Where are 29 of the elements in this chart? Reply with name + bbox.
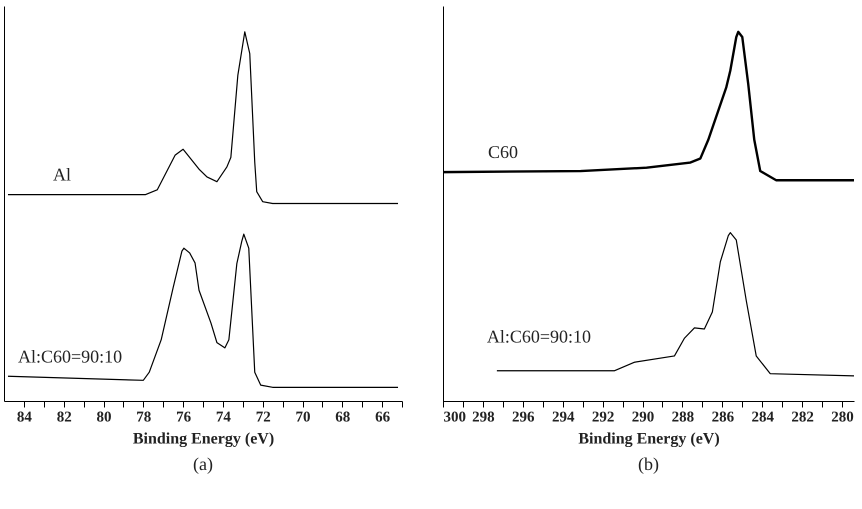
x-axis-title: Binding Energy (eV) <box>578 430 720 448</box>
series-label: Al:C60=90:10 <box>18 346 122 366</box>
x-tick-label: 280 <box>831 410 854 426</box>
x-axis-title: Binding Energy (eV) <box>132 430 274 448</box>
x-tick-label: 286 <box>712 410 735 426</box>
x-tick-label: 76 <box>176 410 192 426</box>
x-tick-label: 282 <box>791 410 814 426</box>
x-tick-label: 68 <box>335 410 350 426</box>
text: (a) <box>193 454 213 474</box>
x-tick-label: 284 <box>751 410 774 426</box>
x-tick-label: 66 <box>375 410 391 426</box>
x-tick-label: 72 <box>256 410 271 426</box>
x-tick-label: 292 <box>592 410 614 426</box>
x-tick-label: 78 <box>136 410 152 426</box>
series-label: Al <box>52 164 71 185</box>
x-tick-label: 296 <box>512 410 536 426</box>
x-tick-label: 84 <box>16 410 32 426</box>
x-tick-label: 298 <box>472 410 495 426</box>
x-tick-label: 300 <box>444 410 466 426</box>
text: (b) <box>638 454 659 474</box>
x-tick-label: 82 <box>56 410 72 426</box>
x-tick-label: 290 <box>632 410 654 426</box>
series-label: Al:C60=90:10 <box>486 326 592 347</box>
x-tick-label: 70 <box>296 410 310 426</box>
x-tick-label: 74 <box>216 410 232 426</box>
series-label: C60 <box>488 142 518 162</box>
x-tick-label: 294 <box>552 410 575 426</box>
x-tick-label: 80 <box>96 410 112 426</box>
x-tick-label: 288 <box>672 410 694 426</box>
